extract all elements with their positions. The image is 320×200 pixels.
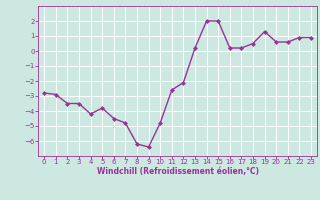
X-axis label: Windchill (Refroidissement éolien,°C): Windchill (Refroidissement éolien,°C)	[97, 167, 259, 176]
